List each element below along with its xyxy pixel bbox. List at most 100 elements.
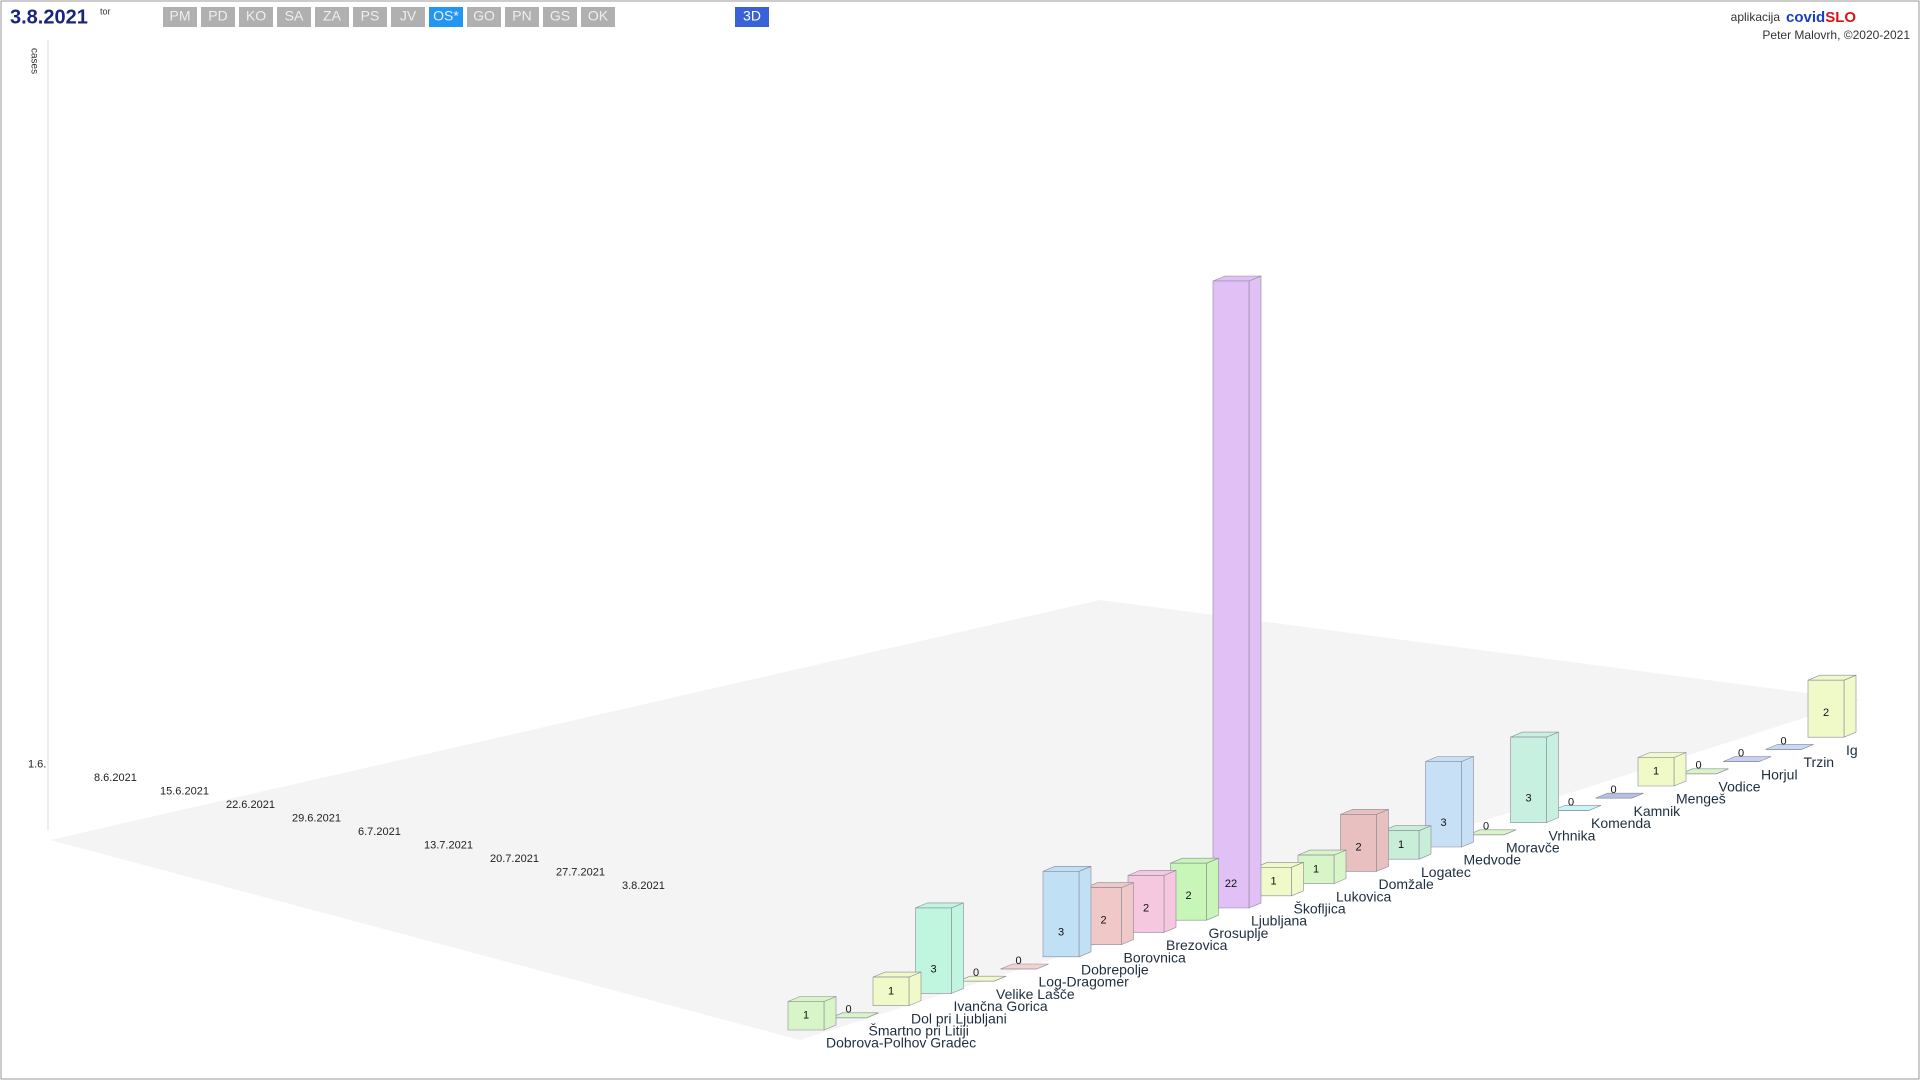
bar-side <box>908 971 922 1007</box>
bar-top <box>1552 805 1602 811</box>
value-label: 1 <box>1653 766 1659 778</box>
bar <box>1765 744 1814 750</box>
value-label: 2 <box>1823 707 1829 719</box>
category-label: Šmartno pri Litiji <box>869 1023 969 1039</box>
bar-side <box>1121 882 1134 946</box>
category-label: Domžale <box>1379 876 1434 892</box>
value-label: 0 <box>1568 796 1574 808</box>
bar-side <box>1078 865 1092 958</box>
bar-side <box>823 996 837 1031</box>
value-label: 3 <box>1058 927 1064 939</box>
view-button-label[interactable]: 3D <box>743 8 761 24</box>
bar-top <box>1595 792 1644 799</box>
bar-front <box>1042 870 1080 958</box>
value-label: 1 <box>1398 839 1404 851</box>
category-label: Horjul <box>1761 766 1798 782</box>
bar <box>830 1012 879 1019</box>
bar <box>1680 768 1729 775</box>
bar-side <box>1461 756 1474 848</box>
bar-side <box>1163 869 1177 933</box>
tab-label[interactable]: ZA <box>323 8 342 24</box>
bar-side <box>1546 731 1559 824</box>
tab-label[interactable]: JV <box>400 8 417 24</box>
bar <box>1127 869 1177 933</box>
bar-front <box>1807 679 1845 738</box>
value-label: 1 <box>1270 875 1276 887</box>
bar-front <box>1510 736 1547 823</box>
value-label: 0 <box>1738 748 1744 760</box>
tab-label[interactable]: GO <box>473 8 495 24</box>
bar-front <box>1340 814 1377 872</box>
bar <box>787 996 837 1031</box>
value-label: 1 <box>803 1010 809 1022</box>
credit: Peter Malovrh, ©2020-2021 <box>1762 28 1910 42</box>
tab-label[interactable]: PN <box>512 8 531 24</box>
bar-side <box>1248 275 1262 909</box>
tab[interactable] <box>391 7 425 27</box>
tab-label[interactable]: KO <box>246 8 266 24</box>
bar <box>1382 825 1432 860</box>
category-label: Škofljica <box>1294 901 1346 917</box>
category-label: Vrhnika <box>1549 827 1596 843</box>
bar-front <box>1637 757 1675 787</box>
tab-label[interactable]: PD <box>208 8 227 24</box>
value-label: 0 <box>845 1004 851 1016</box>
bar-front <box>915 907 952 994</box>
app-name: covidSLO <box>1786 9 1856 26</box>
tab[interactable] <box>239 7 273 27</box>
category-label: Grosuplje <box>1209 925 1269 941</box>
bar-front <box>872 976 910 1006</box>
category-label: Dobrova-Polhov Gradec <box>826 1035 976 1051</box>
floor <box>50 600 1860 1040</box>
tab[interactable] <box>277 7 311 27</box>
bar-top <box>1467 829 1517 836</box>
tab[interactable] <box>429 7 463 27</box>
tab-label[interactable]: OS* <box>433 8 459 24</box>
tab[interactable] <box>353 7 387 27</box>
bar-side <box>1206 857 1219 921</box>
tab-label[interactable]: GS <box>550 8 570 24</box>
value-label: 3 <box>1525 793 1531 805</box>
bar-side <box>1418 825 1432 860</box>
bar <box>1637 752 1687 787</box>
category-label: Dol pri Ljubljani <box>911 1010 1007 1026</box>
value-label: 1 <box>888 985 894 997</box>
tab-label[interactable]: OK <box>588 8 609 24</box>
value-label: 3 <box>930 963 936 975</box>
value-label: 1 <box>1313 863 1319 875</box>
tab-label[interactable]: PS <box>361 8 380 24</box>
date-label: 27.7.2021 <box>556 866 605 878</box>
tab[interactable] <box>505 7 539 27</box>
tab[interactable] <box>543 7 577 27</box>
bar-side <box>1291 861 1304 897</box>
category-label: Ljubljana <box>1251 913 1307 929</box>
bar <box>915 902 964 994</box>
tab[interactable] <box>315 7 349 27</box>
category-label: Kamnik <box>1634 803 1682 819</box>
category-label: Ivančna Gorica <box>954 998 1048 1014</box>
tab-label[interactable]: SA <box>285 8 304 24</box>
value-label: 0 <box>1695 760 1701 772</box>
bar-side <box>1673 752 1687 787</box>
bar-side <box>951 902 964 994</box>
category-label: Log-Dragomer <box>1039 974 1130 990</box>
value-label: 3 <box>1440 817 1446 829</box>
bar-top <box>1765 744 1814 750</box>
tab[interactable] <box>581 7 615 27</box>
date-label: 15.6.2021 <box>160 785 209 797</box>
value-label: 2 <box>1100 915 1106 927</box>
bar-side <box>1843 674 1857 738</box>
bar <box>1340 808 1389 872</box>
view-button[interactable] <box>735 7 769 27</box>
bar-top <box>1680 768 1729 775</box>
category-label: Dobrepolje <box>1081 962 1149 978</box>
category-label: Borovnica <box>1124 949 1186 965</box>
bar <box>1170 857 1219 921</box>
tab[interactable] <box>201 7 235 27</box>
tab[interactable] <box>467 7 501 27</box>
category-label: Mengeš <box>1676 791 1726 807</box>
category-label: Vodice <box>1719 779 1761 795</box>
tab-label[interactable]: PM <box>170 8 191 24</box>
tab[interactable] <box>163 7 197 27</box>
